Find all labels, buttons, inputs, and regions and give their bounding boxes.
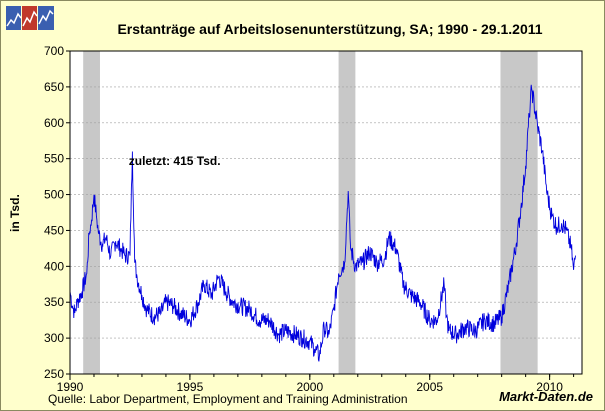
y-tick-label: 250: [44, 367, 64, 381]
y-tick-label: 700: [44, 44, 64, 58]
y-tick-label: 600: [44, 116, 64, 130]
y-tick-label: 650: [44, 80, 64, 94]
logo-icon: [6, 6, 54, 30]
y-tick-label: 300: [44, 331, 64, 345]
x-tick-label: 2005: [416, 380, 443, 394]
plot-border: [69, 50, 583, 375]
y-tick-label: 450: [44, 223, 64, 237]
x-tick-label: 2000: [296, 380, 323, 394]
annotation-latest: zuletzt: 415 Tsd.: [129, 154, 221, 168]
chart-title: Erstanträge auf Arbeitslosenunterstützun…: [117, 21, 543, 37]
y-tick-label: 550: [44, 152, 64, 166]
recession-band: [500, 51, 538, 374]
plot-area: [70, 51, 582, 374]
source-note: Quelle: Labor Department, Employment and…: [48, 392, 408, 406]
series-line: [69, 84, 576, 362]
y-tick-label: 400: [44, 259, 64, 273]
y-tick-label: 350: [44, 295, 64, 309]
recession-band: [83, 51, 100, 374]
x-tick-label: 1990: [57, 380, 84, 394]
y-tick-label: 500: [44, 188, 64, 202]
x-tick-label: 2010: [536, 380, 563, 394]
x-tick-label: 1995: [177, 380, 204, 394]
brand-label: Markt-Daten.de: [499, 389, 593, 404]
